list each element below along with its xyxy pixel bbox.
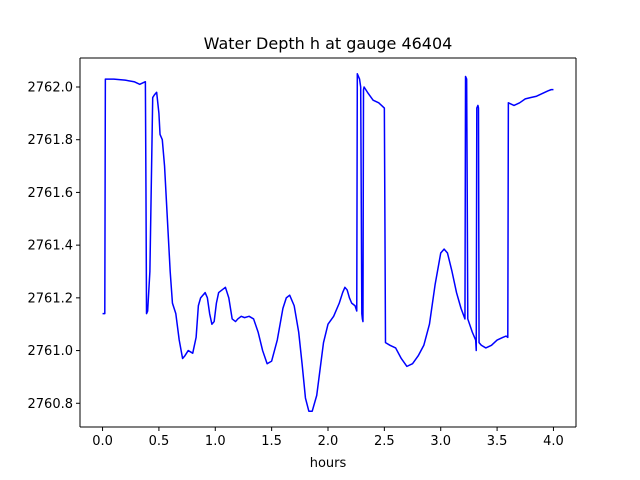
x-tick-label: 2.5 bbox=[374, 434, 395, 449]
x-tick-label: 1.5 bbox=[261, 434, 282, 449]
x-axis-label: hours bbox=[310, 456, 347, 471]
x-tick-label: 3.5 bbox=[487, 434, 508, 449]
x-tick-label: 4.0 bbox=[543, 434, 564, 449]
y-tick-label: 2761.4 bbox=[28, 239, 74, 254]
x-axis-ticks: 0.0 0.5 1.0 1.5 2.0 2.5 3.0 3.5 4.0 bbox=[92, 427, 564, 449]
y-axis-ticks: 2760.8 2761.0 2761.2 2761.4 2761.6 2761.8 2762… bbox=[28, 80, 80, 412]
y-tick-label: 2761.8 bbox=[28, 133, 74, 148]
chart-title: Water Depth h at gauge 46404 bbox=[204, 34, 453, 53]
y-tick-label: 2761.6 bbox=[28, 186, 74, 201]
x-tick-label: 0.0 bbox=[92, 434, 113, 449]
y-tick-label: 2761.0 bbox=[28, 344, 74, 359]
series-line-0 bbox=[102, 73, 554, 412]
x-tick-label: 2.0 bbox=[318, 434, 339, 449]
y-tick-label: 2761.2 bbox=[28, 291, 74, 306]
data-layer bbox=[102, 73, 554, 412]
x-tick-label: 0.5 bbox=[149, 434, 170, 449]
y-tick-label: 2760.8 bbox=[28, 397, 74, 412]
axes-frame bbox=[79, 57, 577, 428]
x-tick-label: 1.0 bbox=[205, 434, 226, 449]
y-tick-label: 2762.0 bbox=[28, 80, 74, 95]
x-tick-label: 3.0 bbox=[430, 434, 451, 449]
plot-area bbox=[80, 58, 576, 427]
